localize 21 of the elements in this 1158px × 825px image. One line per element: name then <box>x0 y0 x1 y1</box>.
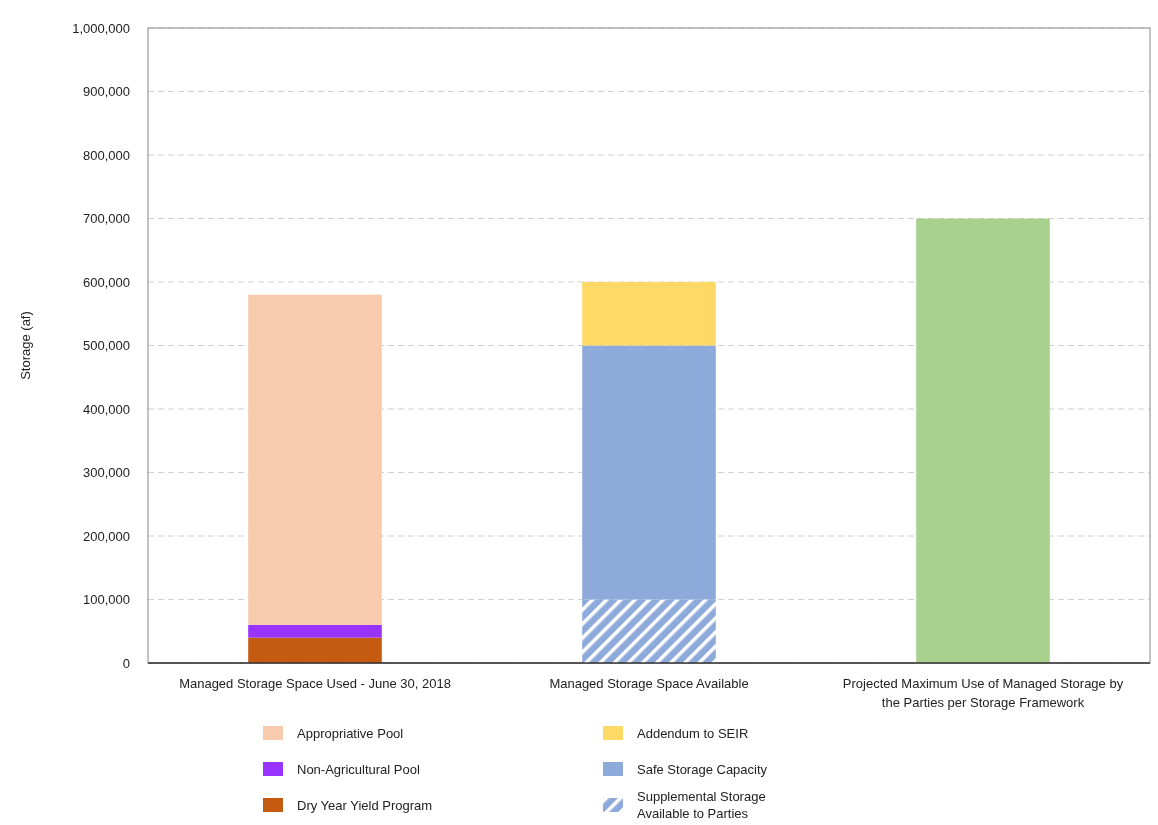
y-axis-title: Storage (af) <box>18 311 33 380</box>
legend-label: Appropriative Pool <box>297 725 404 741</box>
legend-label: Non-Agricultural Pool <box>297 761 420 777</box>
y-tick-label: 700,000 <box>83 211 130 227</box>
legend-label: Safe Storage Capacity <box>637 761 768 777</box>
y-tick-label: 900,000 <box>83 84 130 100</box>
x-tick-label: Managed Storage Space Available <box>549 676 749 691</box>
y-tick-label: 300,000 <box>83 465 130 481</box>
y-tick-label: 0 <box>122 655 130 671</box>
y-tick-label: 500,000 <box>83 338 130 354</box>
x-tick-label: Projected Maximum Use of Managed Storage by the Parties per Storage Framework <box>842 676 1124 710</box>
legend-label: Supplemental Storage Available to Parties <box>637 789 766 822</box>
legend-label: Addendum to SEIR <box>637 725 749 741</box>
x-tick-label: Managed Storage Space Used - June 30, 2018 <box>179 676 451 691</box>
legend-label: Dry Year Yield Program <box>297 797 433 813</box>
y-tick-label: 1,000,000 <box>72 20 130 36</box>
y-tick-label: 600,000 <box>83 274 130 290</box>
y-tick-label: 200,000 <box>83 528 130 544</box>
y-tick-label: 100,000 <box>83 592 130 608</box>
y-tick-label: 800,000 <box>83 147 130 163</box>
y-tick-label: 400,000 <box>83 401 130 417</box>
